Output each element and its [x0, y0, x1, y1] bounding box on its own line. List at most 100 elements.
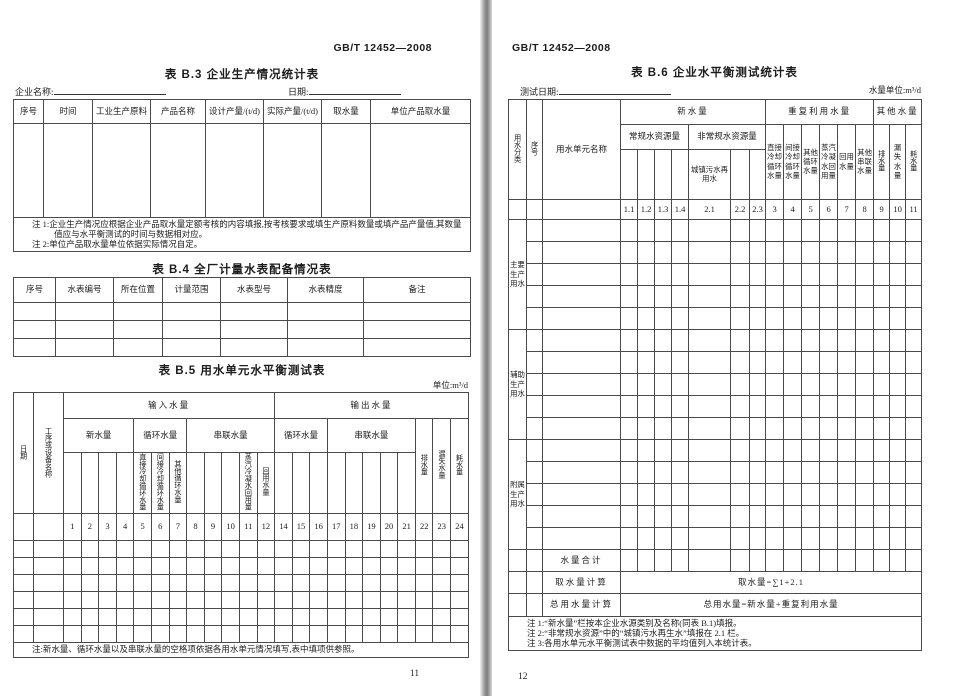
empty-cell: [508, 549, 527, 572]
empty-cell: [671, 263, 689, 286]
col-number: 7: [837, 199, 857, 220]
empty-cell: [80, 557, 100, 576]
new-water-group-header: 新水量: [619, 99, 767, 125]
col-number: 24: [450, 513, 469, 542]
cycle-water-in-header: 循环水量: [133, 418, 188, 453]
empty-cell: [873, 329, 891, 352]
empty-cell: [765, 329, 785, 352]
standard-number-header: GB/T 12452—2008: [512, 42, 611, 54]
page-number: 11: [410, 669, 420, 679]
empty-cell: [13, 625, 34, 644]
empty-cell: [889, 395, 907, 418]
empty-cell: [263, 123, 322, 218]
empty-cell: [688, 241, 731, 264]
empty-cell: [344, 591, 364, 610]
empty-cell: [326, 574, 346, 593]
col-number: 2.2: [730, 199, 750, 220]
empty-cell: [542, 395, 621, 418]
col-number: 1.1: [620, 199, 638, 220]
empty-cell: [238, 608, 258, 627]
indirect-cooling-header: 间接冷却循环水量: [150, 451, 170, 515]
empty-cell: [748, 417, 767, 440]
col-number: 20: [379, 513, 399, 542]
empty-cell: [654, 483, 672, 506]
note-line: 注 2:单位产品取水量单位依据实际情况自定。: [32, 238, 203, 249]
table-row: [509, 417, 923, 440]
empty-cell: [379, 451, 399, 515]
empty-cell: [654, 373, 672, 396]
empty-cell: [801, 373, 821, 396]
empty-cell: [150, 540, 170, 559]
empty-cell: [526, 527, 543, 550]
table-b6-notes-row: 注 1:“新水量”栏按本企业水源类别及名称(同表 B.1)填报。 注 2:“非常…: [507, 615, 923, 652]
empty-cell: [63, 540, 82, 559]
empty-cell: [671, 307, 689, 330]
empty-cell: [221, 625, 240, 644]
col-number: 18: [344, 513, 364, 542]
empty-cell: [526, 505, 543, 528]
empty-cell: [837, 439, 857, 462]
empty-cell: [80, 625, 100, 644]
empty-cell: [526, 461, 543, 484]
empty-cell: [291, 608, 311, 627]
empty-cell: [620, 505, 638, 528]
col-number: 2.3: [748, 199, 767, 220]
group-auxiliary-production: 辅助生产用水: [508, 329, 527, 440]
header-cell: 水表型号: [220, 277, 288, 303]
total-use-calc-row: 总用水量计算 总用水量=新水量+重复利用水量: [508, 593, 923, 617]
empty-cell: [542, 461, 621, 484]
empty-cell: [855, 219, 875, 242]
empty-cell: [542, 527, 621, 550]
empty-cell: [98, 540, 117, 559]
empty-cell: [783, 483, 803, 506]
empty-cell: [654, 219, 672, 242]
empty-cell: [203, 540, 223, 559]
empty-cell: [542, 307, 621, 330]
empty-cell: [654, 439, 672, 462]
empty-cell: [748, 549, 767, 572]
empty-cell: [873, 461, 891, 484]
empty-cell: [837, 527, 857, 550]
empty-cell: [274, 451, 293, 515]
empty-cell: [765, 483, 785, 506]
empty-cell: [654, 263, 672, 286]
empty-cell: [671, 527, 689, 550]
empty-cell: [889, 329, 907, 352]
empty-cell: [837, 351, 857, 374]
empty-cell: [801, 219, 821, 242]
empty-cell: [688, 439, 731, 462]
table-row: [509, 505, 923, 528]
reuse-water-header: 回用水量: [837, 124, 857, 200]
empty-cell: [873, 351, 891, 374]
empty-cell: [905, 307, 923, 330]
empty-cell: [688, 461, 731, 484]
table-b6: 用水分类 序号 用水单元名称 新水量 重复利用水量 其他水量 常规水资源量 非常…: [507, 99, 923, 652]
empty-cell: [344, 540, 364, 559]
empty-cell: [748, 527, 767, 550]
empty-cell: [671, 439, 689, 462]
empty-cell: [220, 338, 288, 357]
empty-cell: [13, 302, 56, 321]
drain-water-header: 排水量: [414, 417, 434, 515]
input-water-group-header: 输入水量: [62, 392, 276, 419]
empty-cell: [783, 373, 803, 396]
empty-cell: [748, 307, 767, 330]
new-water-header: 新水量: [62, 418, 135, 453]
total-use-calc-label: 总用水量计算: [542, 593, 621, 617]
empty-cell: [63, 608, 82, 627]
empty-cell: [873, 307, 891, 330]
empty-cell: [688, 351, 731, 374]
empty-cell: [855, 329, 875, 352]
empty-cell: [654, 329, 672, 352]
empty-cell: [55, 320, 114, 339]
empty-cell: [309, 608, 328, 627]
empty-cell: [688, 373, 731, 396]
empty-cell: [13, 320, 56, 339]
empty-cell: [671, 505, 689, 528]
empty-cell: [397, 540, 416, 559]
empty-cell: [873, 483, 891, 506]
empty-cell: [362, 540, 381, 559]
table-row: 主要生产用水: [508, 219, 923, 330]
process-column-header: 工序或设备名称: [33, 391, 64, 515]
empty-cell: [905, 285, 923, 308]
